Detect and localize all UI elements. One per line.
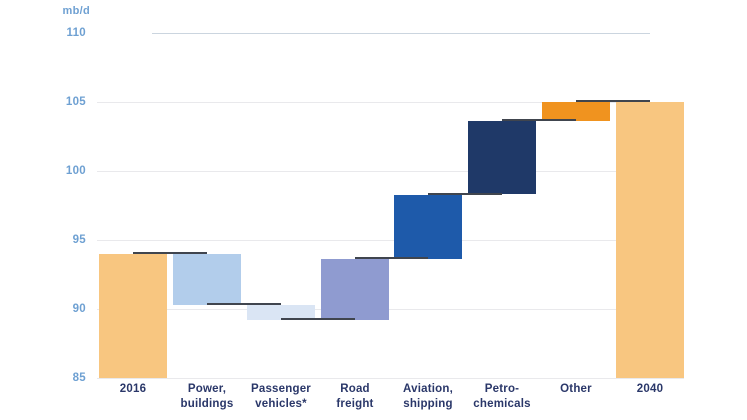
y-tick-label-110: 110 bbox=[66, 27, 86, 39]
y-tick-label-85: 85 bbox=[72, 372, 86, 384]
bar-road-freight bbox=[321, 259, 389, 320]
bar-2040 bbox=[616, 102, 684, 378]
x-category-label-line: 2016 bbox=[119, 383, 147, 395]
x-category-label-petro-chemicals: Petro-chemicals bbox=[454, 382, 550, 412]
x-category-label-2040: 2040 bbox=[602, 382, 698, 397]
x-category-label-other: Other bbox=[528, 382, 624, 397]
bar-aviation-shipping bbox=[394, 194, 462, 260]
y-tick-label-95: 95 bbox=[72, 234, 86, 246]
gridline-85 bbox=[97, 378, 684, 379]
bar-power-buildings bbox=[173, 253, 241, 305]
gridline-100 bbox=[97, 171, 650, 172]
x-category-label-line: Aviation, bbox=[403, 383, 453, 395]
x-category-label-line: Other bbox=[560, 383, 592, 395]
connector-line bbox=[428, 192, 502, 195]
y-tick-label-90: 90 bbox=[72, 303, 86, 315]
x-category-label-2016: 2016 bbox=[85, 382, 181, 397]
connector-line bbox=[207, 302, 281, 305]
bar-petro-chemicals bbox=[468, 121, 536, 195]
connector-line bbox=[502, 119, 576, 122]
x-category-label-line: buildings bbox=[180, 398, 234, 410]
x-category-label-line: Petro- bbox=[484, 383, 520, 395]
x-category-label-passenger-vehicles-: Passenger vehicles* bbox=[233, 382, 329, 412]
connector-line bbox=[133, 251, 207, 254]
x-category-label-line: Passenger bbox=[251, 383, 311, 395]
x-category-label-line: vehicles* bbox=[255, 398, 307, 410]
gridline-110 bbox=[152, 33, 650, 34]
y-axis-unit-label: mb/d bbox=[62, 5, 90, 17]
x-category-label-line: 2040 bbox=[636, 383, 664, 395]
x-category-label-line: Power, bbox=[187, 383, 227, 395]
x-category-label-line: chemicals bbox=[473, 398, 531, 410]
connector-line bbox=[281, 318, 355, 320]
gridline-105 bbox=[97, 102, 650, 103]
x-category-label-road-freight: Road freight bbox=[307, 382, 403, 412]
bar-other bbox=[542, 102, 610, 122]
y-tick-label-105: 105 bbox=[65, 96, 86, 108]
connector-line bbox=[355, 257, 428, 260]
bar-passenger-vehicles- bbox=[247, 304, 315, 321]
bar-2016 bbox=[99, 253, 167, 378]
gridline-95 bbox=[97, 240, 650, 241]
x-category-label-aviation-shipping: Aviation, shipping bbox=[380, 382, 476, 412]
x-category-label-power-buildings: Power, buildings bbox=[159, 382, 255, 412]
connector-line bbox=[576, 100, 650, 102]
x-category-label-line: freight bbox=[336, 398, 374, 410]
x-category-label-line: shipping bbox=[403, 398, 453, 410]
x-category-label-line: Road bbox=[340, 383, 370, 395]
y-tick-label-100: 100 bbox=[65, 165, 86, 177]
